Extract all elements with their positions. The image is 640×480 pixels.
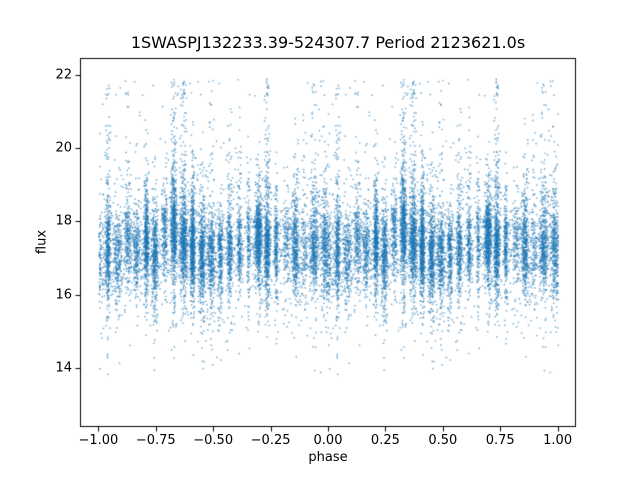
x-tick-label: −0.75 <box>135 433 176 448</box>
x-tick-label: 0.00 <box>313 433 343 448</box>
y-axis-label: flux <box>34 229 50 255</box>
x-tick-label: −0.25 <box>250 433 291 448</box>
chart-title: 1SWASPJ132233.39-524307.7 Period 2123621… <box>130 33 526 52</box>
x-tick-label: −1.00 <box>78 433 119 448</box>
x-tick-label: 1.00 <box>543 433 573 448</box>
y-tick-label: 20 <box>55 140 72 156</box>
y-tick-label: 16 <box>55 287 72 303</box>
x-tick-label: −0.50 <box>193 433 234 448</box>
x-tick-label: 0.75 <box>485 433 515 448</box>
y-tick-label: 14 <box>55 360 72 376</box>
x-tick-label: 0.25 <box>370 433 400 448</box>
x-axis-label: phase <box>308 450 348 465</box>
x-tick-label: 0.50 <box>428 433 458 448</box>
y-tick-label: 18 <box>55 213 72 229</box>
y-tick-label: 22 <box>55 67 72 83</box>
